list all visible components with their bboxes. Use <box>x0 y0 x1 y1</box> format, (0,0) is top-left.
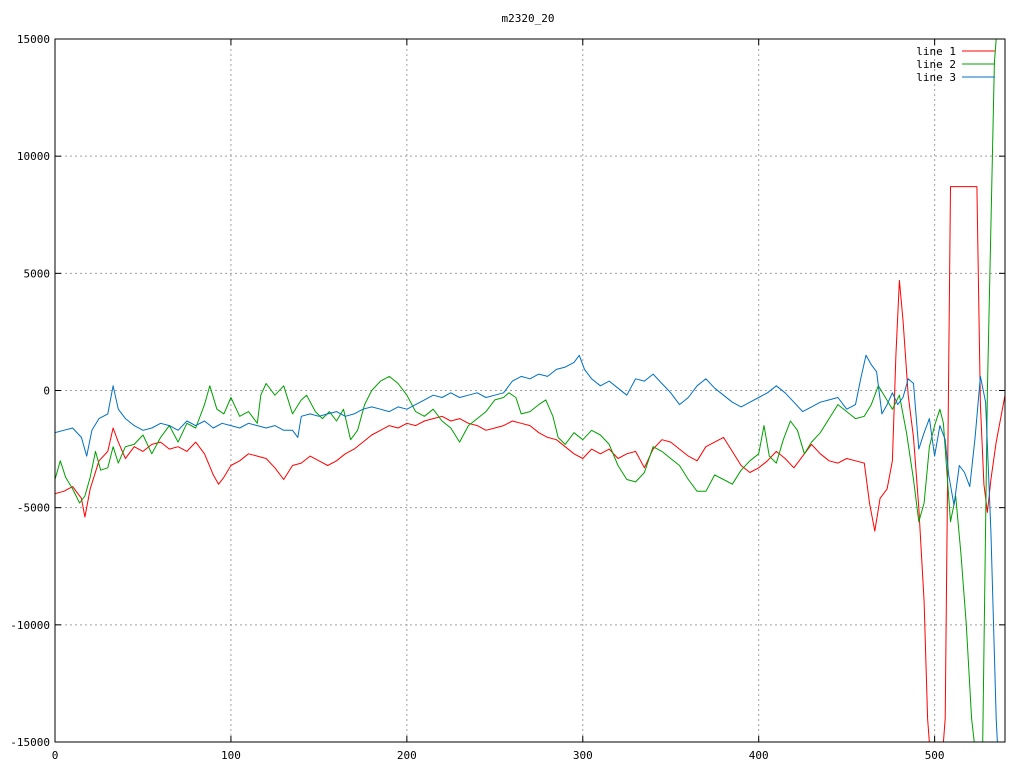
x-tick-label: 400 <box>749 749 769 762</box>
chart-title: m2320_20 <box>502 12 555 25</box>
series-line-1 <box>55 186 1005 742</box>
x-tick-label: 500 <box>925 749 945 762</box>
y-tick-label: 10000 <box>17 150 50 163</box>
series-line-3 <box>55 354 998 742</box>
x-tick-label: 100 <box>221 749 241 762</box>
x-tick-label: 200 <box>397 749 417 762</box>
legend-label-1: line 1 <box>916 45 956 58</box>
legend-label-2: line 2 <box>916 58 956 71</box>
x-tick-label: 300 <box>573 749 593 762</box>
series-line-2 <box>55 39 997 742</box>
y-tick-label: -15000 <box>10 736 50 749</box>
grid-lines <box>55 39 1005 742</box>
series-group <box>55 39 1005 742</box>
y-tick-label: 0 <box>43 385 50 398</box>
y-tick-label: 15000 <box>17 33 50 46</box>
legend-label-3: line 3 <box>916 71 956 84</box>
axis-ticks: 0 100 200 300 400 500 15000 10000 5000 0 -5000 -100… <box>10 33 1005 762</box>
y-tick-label: 5000 <box>24 267 51 280</box>
y-tick-label: -5000 <box>17 502 50 515</box>
x-tick-label: 0 <box>52 749 59 762</box>
y-tick-label: -10000 <box>10 619 50 632</box>
